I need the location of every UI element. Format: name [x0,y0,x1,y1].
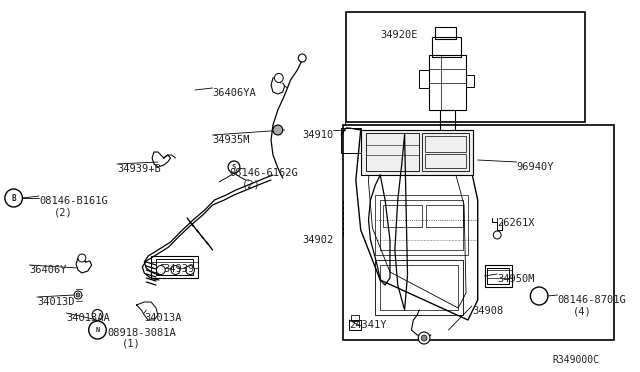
Circle shape [421,335,427,341]
Text: 34908: 34908 [472,306,503,316]
Bar [432,37,461,57]
Bar [435,27,456,39]
Text: 96940Y: 96940Y [516,162,554,172]
Bar [351,315,359,321]
Circle shape [156,266,165,275]
Text: S: S [232,164,236,170]
Circle shape [273,125,283,135]
Circle shape [531,287,548,305]
Circle shape [228,161,240,173]
Circle shape [275,74,284,83]
Bar [425,154,466,168]
Text: 26261X: 26261X [497,218,534,228]
Bar [380,265,458,310]
Bar [429,55,466,110]
Text: (2): (2) [242,179,260,189]
Bar [425,136,466,152]
Circle shape [76,293,80,297]
Text: B: B [12,193,16,202]
Bar [383,205,422,227]
Text: 24341Y: 24341Y [349,320,387,330]
Bar [361,130,473,175]
Text: (4): (4) [573,306,592,316]
Text: 34902: 34902 [302,235,333,245]
Bar [341,128,361,153]
Bar [380,200,463,250]
Bar [466,75,474,87]
Text: 36406Y: 36406Y [29,265,67,275]
Text: N: N [95,327,100,333]
Bar [349,320,361,330]
Circle shape [89,321,106,339]
Bar [419,70,429,88]
Text: (1): (1) [122,338,141,348]
Circle shape [74,291,82,299]
Bar [156,259,193,275]
Bar [343,125,614,340]
Text: 34939: 34939 [164,264,195,274]
Bar [375,260,463,315]
Text: 34013A: 34013A [144,313,182,323]
Text: 34950M: 34950M [497,274,534,284]
Bar [426,205,463,227]
Text: 34939+B: 34939+B [117,164,161,174]
Text: 08146-8701G: 08146-8701G [557,295,627,305]
Text: 34920E: 34920E [380,30,418,40]
Bar [346,12,585,122]
Text: 34935M: 34935M [212,135,250,145]
Text: 34013AA: 34013AA [67,313,110,323]
Circle shape [419,332,430,344]
Bar [440,110,455,132]
Bar [375,195,468,255]
Circle shape [298,54,306,62]
Text: 34013D: 34013D [37,297,74,307]
Text: R349000C: R349000C [552,355,600,365]
Circle shape [92,310,103,321]
Text: 08146-B161G: 08146-B161G [39,196,108,206]
Text: 36406YA: 36406YA [212,88,256,98]
Circle shape [186,266,195,275]
Circle shape [78,254,86,262]
Bar [484,265,512,287]
Circle shape [493,231,501,239]
Text: 34910: 34910 [302,130,333,140]
Circle shape [5,189,22,207]
Bar [151,256,198,278]
Text: (2): (2) [54,207,72,217]
Bar [365,133,419,171]
Text: 08918-3081A: 08918-3081A [108,328,176,338]
Circle shape [171,266,180,275]
Bar [488,268,509,284]
Bar [422,133,469,171]
Text: 08146-6162G: 08146-6162G [229,168,298,178]
Circle shape [93,326,101,334]
Circle shape [535,292,543,301]
